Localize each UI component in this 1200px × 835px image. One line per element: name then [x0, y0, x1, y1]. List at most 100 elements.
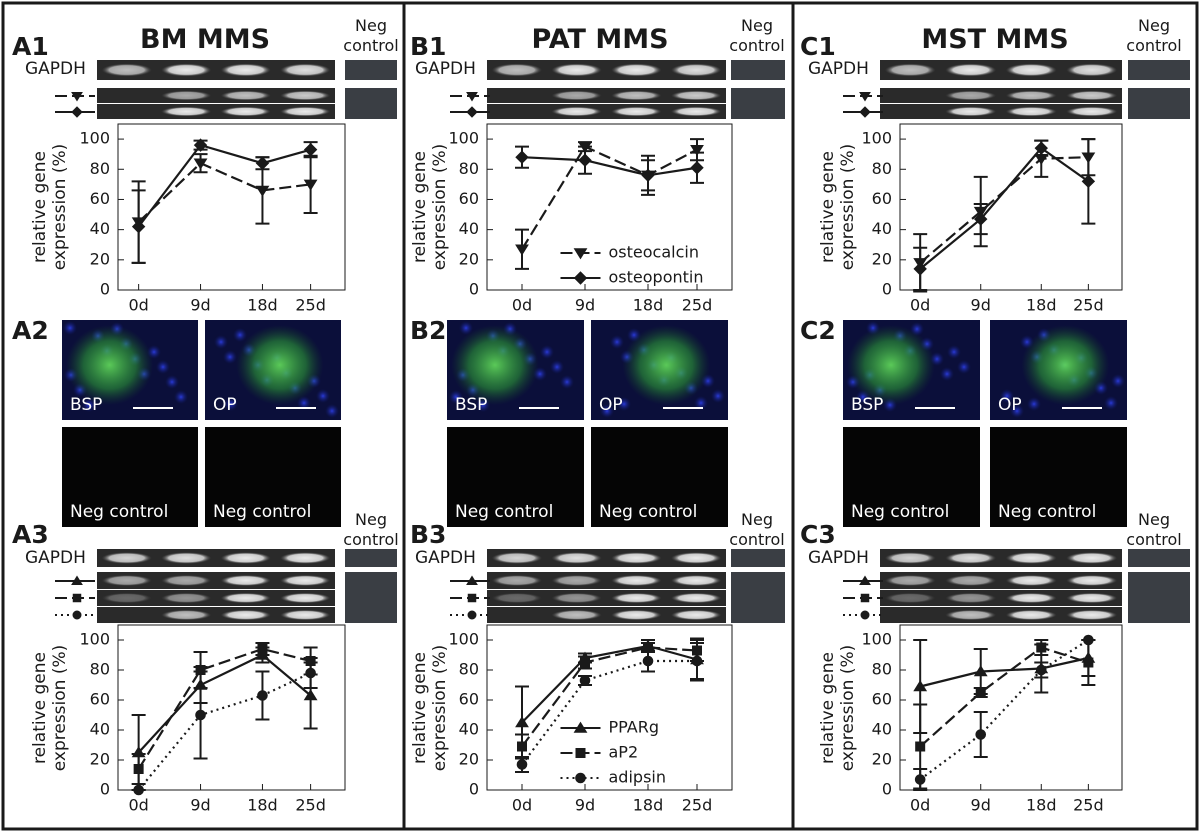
gel-band	[1066, 575, 1118, 586]
x-tick-label: 0d	[512, 296, 532, 315]
gel	[487, 572, 726, 589]
point	[515, 716, 529, 728]
image-label: OP	[213, 395, 237, 415]
y-tick-label: 80	[459, 159, 479, 178]
nucleus	[63, 321, 77, 335]
legend-label: osteopontin	[609, 268, 704, 287]
point	[1034, 141, 1048, 155]
series-line	[919, 656, 1089, 688]
y-tick-label: 100	[448, 630, 479, 649]
micrograph	[205, 427, 341, 527]
x-tick-label: 18d	[1026, 296, 1057, 315]
x-tick-label: 18d	[633, 296, 664, 315]
x-tick-label: 18d	[633, 796, 664, 815]
gel-band	[1005, 592, 1057, 604]
micrograph	[62, 427, 198, 527]
nucleus	[325, 404, 339, 418]
neg-control-label: Neg control	[729, 510, 785, 549]
x-tick-label: 25d	[295, 296, 326, 315]
gel-label: GAPDH	[25, 59, 86, 79]
gel	[880, 104, 1122, 119]
point	[1036, 642, 1047, 653]
gel-band	[161, 592, 212, 604]
plot-area	[117, 624, 346, 791]
gel-band	[884, 575, 936, 586]
y-tick-label: 100	[79, 630, 110, 649]
panel-label: B3	[410, 520, 447, 549]
nucleus	[1104, 396, 1118, 410]
point	[303, 142, 318, 157]
legend-marker	[575, 748, 586, 758]
image-label: Neg control	[70, 502, 169, 522]
gel-band	[491, 575, 542, 586]
legend-label: PPARg	[609, 718, 660, 737]
x-tick-label: 9d	[575, 296, 595, 315]
plot-area	[899, 624, 1123, 791]
nucleus	[711, 389, 725, 403]
y-tick-label: 40	[872, 720, 892, 739]
gel	[97, 572, 335, 589]
gel	[487, 88, 726, 103]
stain	[66, 325, 154, 405]
gel	[1128, 549, 1190, 567]
row-key-marker	[71, 92, 83, 102]
nucleus	[957, 360, 971, 374]
gel-band	[280, 63, 331, 77]
point	[515, 244, 529, 256]
gel	[731, 572, 785, 623]
y-tick-label: 100	[861, 630, 892, 649]
gel-band	[611, 592, 662, 604]
panel-label: C3	[800, 520, 836, 549]
legend-marker	[573, 271, 588, 285]
gel-band	[945, 63, 997, 77]
y-tick-label: 40	[459, 219, 479, 238]
y-tick-label: 60	[459, 690, 479, 709]
gel-band	[280, 106, 331, 117]
gel-band	[491, 552, 542, 564]
y-tick-label: 0	[100, 780, 110, 799]
gel	[97, 549, 335, 567]
legend-label: aP2	[609, 743, 639, 762]
point	[973, 665, 988, 677]
point	[913, 680, 928, 692]
gel-band	[280, 609, 331, 621]
gel-band	[220, 592, 271, 604]
point	[1035, 664, 1047, 676]
micrograph	[990, 427, 1127, 527]
gel	[345, 88, 397, 119]
point	[975, 729, 987, 740]
y-tick-label: 100	[79, 129, 110, 148]
column-title: PAT MMS	[531, 24, 669, 55]
y-tick-label: 20	[872, 750, 892, 769]
row-key-marker	[859, 106, 871, 118]
nucleus	[156, 360, 170, 374]
nucleus	[550, 360, 564, 374]
gel	[345, 549, 397, 567]
point	[515, 150, 529, 164]
y-axis-label: relative gene expression (%)	[818, 143, 858, 271]
x-tick-label: 9d	[971, 796, 991, 815]
point	[257, 644, 268, 654]
gel-band	[945, 90, 997, 101]
gel-label: GAPDH	[25, 548, 86, 568]
point	[303, 689, 318, 701]
image-label: Neg control	[851, 502, 950, 522]
series-line	[919, 146, 1089, 270]
nucleus	[165, 375, 179, 389]
point	[303, 179, 318, 191]
gel-band	[280, 90, 331, 101]
gel-band	[280, 575, 331, 586]
nucleus	[617, 397, 631, 411]
y-tick-label: 100	[448, 129, 479, 148]
gel-band	[611, 552, 662, 564]
row-key-marker	[467, 593, 477, 603]
y-tick-label: 60	[459, 189, 479, 208]
point	[193, 138, 208, 152]
point	[690, 161, 704, 175]
y-axis-label: relative gene expression (%)	[410, 644, 450, 771]
stain	[451, 325, 539, 405]
gel	[731, 60, 785, 80]
x-tick-label: 0d	[128, 296, 148, 315]
gel-band	[945, 106, 997, 117]
